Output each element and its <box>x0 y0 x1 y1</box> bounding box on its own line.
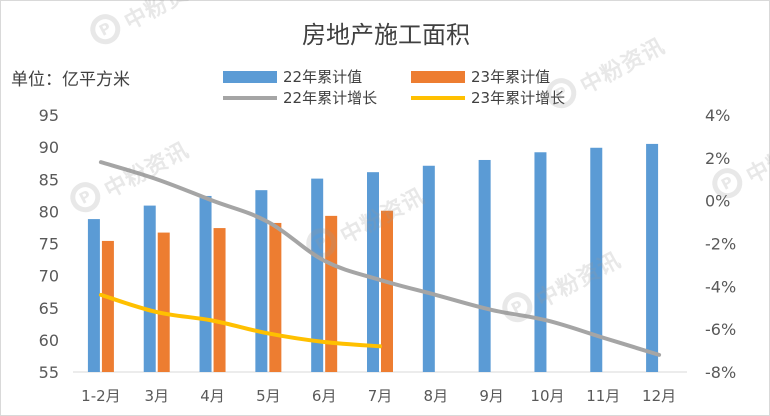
bar-23-value <box>101 240 114 372</box>
chart-title: 房地产施工面积 <box>302 21 470 49</box>
bar-22-value <box>199 195 212 372</box>
bar-22-value <box>143 205 156 372</box>
bar-23-value <box>381 210 393 372</box>
y-right-tick-label: -4% <box>705 277 736 296</box>
x-tick-label: 8月 <box>424 387 449 405</box>
y-right-tick-label: 2% <box>705 149 730 168</box>
y-left-tick-label: 85 <box>39 170 59 189</box>
y-left-tick-label: 70 <box>39 267 59 286</box>
y-left-tick-label: 60 <box>39 331 59 350</box>
y-left-tick-label: 90 <box>39 138 59 157</box>
x-tick-label: 11月 <box>586 387 620 405</box>
bar-23-value <box>325 215 338 372</box>
y-right-tick-label: -6% <box>705 320 736 339</box>
x-tick-label: 9月 <box>479 387 504 405</box>
x-tick-label: 5月 <box>256 387 281 405</box>
x-tick-label: 3月 <box>144 387 169 405</box>
y-left-tick-label: 80 <box>39 202 59 221</box>
bar-23-value <box>213 228 226 372</box>
legend-label-23-growth: 23年累计增长 <box>471 89 566 107</box>
x-tick-label: 1-2月 <box>81 387 121 405</box>
bar-22-value <box>311 178 324 372</box>
y-left-tick-label: 55 <box>39 363 59 382</box>
bar-22-value <box>367 172 379 372</box>
legend-label-22-value: 22年累计值 <box>283 68 363 86</box>
legend-label-22-growth: 22年累计增长 <box>283 89 378 107</box>
legend-swatch-22-value <box>223 71 277 83</box>
y-right-tick-label: 0% <box>705 192 730 211</box>
legend-label-23-value: 23年累计值 <box>471 68 551 86</box>
y-left-tick-label: 75 <box>39 235 59 254</box>
x-tick-label: 10月 <box>530 387 564 405</box>
bar-22-value <box>422 165 435 372</box>
y-right-tick-label: -2% <box>705 235 736 254</box>
bar-22-value <box>478 159 491 372</box>
x-tick-label: 12月 <box>642 387 676 405</box>
legend-swatch-23-value <box>411 71 465 83</box>
y-right-tick-label: -8% <box>705 363 736 382</box>
y-right-tick-label: 4% <box>705 106 730 125</box>
y-left-tick-label: 95 <box>39 106 59 125</box>
bar-22-value <box>590 147 603 372</box>
line-23-growth <box>98 292 382 349</box>
x-tick-label: 4月 <box>200 387 225 405</box>
bar-23-value <box>269 222 282 372</box>
y-left-tick-label: 65 <box>39 299 59 318</box>
bar-22-value <box>646 143 659 372</box>
legend-swatch-23-growth <box>411 96 465 100</box>
x-tick-label: 7月 <box>368 387 393 405</box>
line-22-growth <box>98 160 662 357</box>
unit-label: 单位：亿平方米 <box>11 70 130 90</box>
x-tick-label: 6月 <box>312 387 337 405</box>
legend-swatch-22-growth <box>223 96 277 100</box>
bar-22-value <box>255 190 268 372</box>
bar-22-value <box>534 152 547 372</box>
bar-22-value <box>87 219 100 372</box>
bar-23-value <box>157 232 170 372</box>
